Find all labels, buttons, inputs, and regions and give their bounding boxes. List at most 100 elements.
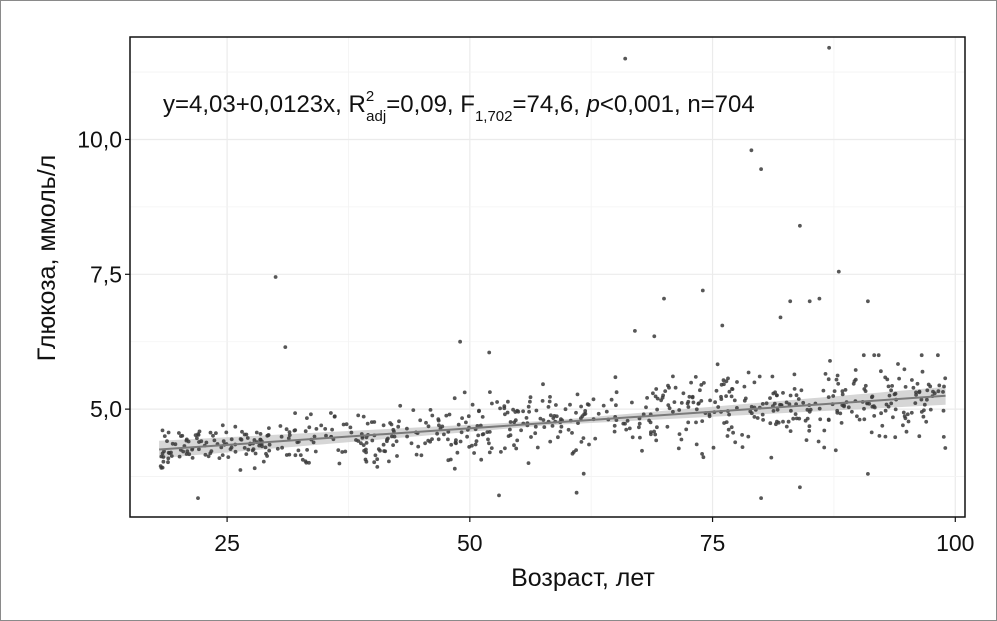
data-point [732, 398, 737, 403]
data-point [928, 407, 933, 412]
data-point [446, 429, 451, 434]
data-point [405, 434, 409, 439]
data-point [447, 412, 452, 417]
data-point [548, 439, 553, 444]
data-point [649, 430, 653, 434]
data-point [687, 394, 692, 399]
data-point [749, 404, 754, 409]
data-point [480, 415, 485, 419]
data-point [166, 456, 171, 461]
data-point [749, 148, 754, 153]
x-tick-label: 25 [214, 530, 240, 556]
data-point [686, 420, 691, 425]
data-point [880, 423, 885, 428]
data-point [793, 412, 798, 416]
data-point [177, 454, 182, 459]
data-point [836, 381, 841, 386]
data-point [684, 427, 689, 432]
data-point [197, 429, 202, 434]
data-point [185, 449, 190, 454]
data-point [563, 407, 568, 412]
data-point [781, 419, 785, 424]
data-point [869, 430, 874, 435]
data-point [807, 409, 812, 414]
data-point [570, 451, 575, 456]
data-point [240, 429, 244, 434]
data-point [693, 375, 698, 379]
data-point [735, 380, 739, 384]
data-point [752, 415, 757, 419]
data-point [922, 408, 926, 413]
data-point [426, 424, 431, 429]
data-point [533, 431, 538, 436]
data-point [340, 450, 345, 454]
data-point [435, 431, 439, 436]
data-point [909, 410, 914, 415]
data-point [679, 401, 684, 405]
data-point [296, 448, 301, 453]
data-point [601, 403, 606, 408]
data-point [936, 353, 940, 358]
data-point [661, 393, 665, 398]
data-point [238, 468, 243, 472]
data-point [221, 439, 226, 444]
data-point [839, 421, 844, 425]
data-point [354, 438, 358, 442]
data-point [512, 443, 516, 448]
data-point [166, 460, 170, 465]
data-point [283, 345, 288, 349]
data-point [470, 402, 475, 407]
data-point [655, 407, 659, 412]
data-point [691, 400, 696, 405]
data-point [267, 426, 271, 430]
data-point [822, 428, 827, 433]
data-point [677, 408, 682, 412]
data-point [220, 423, 225, 428]
data-point [855, 414, 859, 419]
data-point [771, 409, 776, 413]
data-point [446, 437, 450, 442]
data-point [579, 404, 583, 409]
data-point [861, 353, 866, 358]
data-point [890, 384, 894, 388]
data-point [559, 424, 564, 429]
data-point [770, 374, 775, 379]
data-point [574, 448, 578, 452]
data-point [713, 400, 717, 405]
data-point [788, 393, 793, 398]
data-point [548, 413, 553, 418]
data-point [556, 435, 560, 440]
data-point [943, 376, 948, 381]
data-point [730, 387, 734, 391]
data-point [209, 449, 214, 453]
data-point [862, 417, 867, 422]
data-point [715, 362, 720, 367]
data-point [337, 461, 342, 466]
data-point [458, 339, 462, 344]
x-axis-title: Возраст, лет [511, 564, 655, 592]
data-point [667, 406, 672, 411]
data-point [398, 403, 403, 408]
data-point [370, 438, 375, 443]
data-point [495, 400, 499, 404]
data-point [886, 384, 891, 389]
data-point [365, 421, 370, 426]
data-point [720, 323, 725, 328]
data-point [903, 385, 908, 389]
x-tick-label: 75 [700, 530, 726, 556]
data-point [460, 416, 464, 420]
data-point [760, 402, 765, 406]
data-point [787, 402, 792, 407]
data-point [702, 381, 706, 385]
data-point [312, 434, 317, 439]
data-point [807, 424, 812, 429]
data-point [896, 362, 900, 366]
data-point [526, 461, 531, 465]
data-point [261, 459, 266, 464]
data-point [485, 430, 490, 434]
data-point [910, 378, 914, 382]
data-point [740, 445, 745, 449]
data-point [253, 451, 258, 456]
data-point [746, 370, 751, 375]
